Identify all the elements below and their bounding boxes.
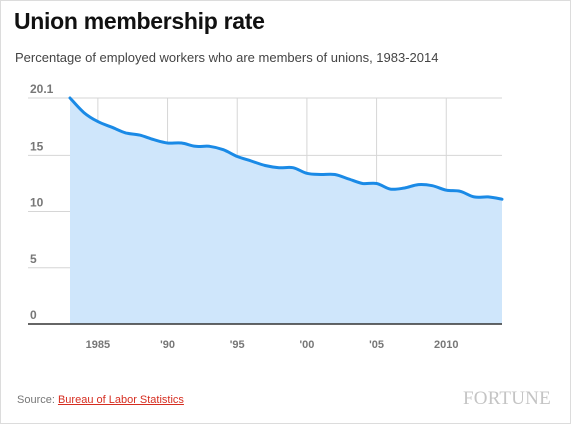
data-point	[69, 97, 71, 99]
source-prefix: Source:	[17, 394, 58, 406]
y-tick-label: 10	[30, 196, 44, 210]
y-tick-label: 20.1	[30, 82, 54, 96]
data-point	[236, 155, 238, 157]
data-point	[431, 185, 433, 187]
data-point	[222, 149, 224, 151]
data-point	[459, 190, 461, 192]
data-point	[375, 182, 377, 184]
line-layer	[68, 96, 504, 201]
x-tick-label: '90	[160, 339, 175, 351]
chart-title: Union membership rate	[14, 8, 265, 34]
y-tick-label: 15	[30, 139, 44, 153]
fortune-logo: FORTUNE	[463, 388, 551, 409]
data-point	[306, 172, 308, 174]
data-point	[208, 145, 210, 147]
data-point	[348, 178, 350, 180]
data-point	[97, 120, 99, 122]
data-point	[445, 189, 447, 191]
source-link[interactable]: Bureau of Labor Statistics	[57, 394, 184, 406]
x-tick-label: '00	[299, 339, 314, 351]
x-tick-label: '05	[369, 339, 384, 351]
data-point	[180, 142, 182, 144]
data-point	[264, 164, 266, 166]
x-tick-label: '95	[230, 339, 245, 351]
data-point	[501, 198, 503, 200]
y-tick-label: 5	[30, 252, 37, 266]
y-tick-label: 0	[30, 308, 37, 322]
label-layer: 20.1 15 10 5 0 1985 '90 '95 '00 '05 2010	[30, 82, 459, 351]
data-point	[320, 173, 322, 175]
x-tick-label: 1985	[86, 339, 110, 351]
data-point	[139, 134, 141, 136]
data-point	[417, 183, 419, 185]
data-point	[361, 182, 363, 184]
series-line	[68, 96, 504, 201]
data-point	[166, 142, 168, 144]
chart-subtitle: Percentage of employed workers who are m…	[15, 50, 439, 65]
data-point	[487, 196, 489, 198]
data-point	[111, 126, 113, 128]
source-note: Source: Bureau of Labor Statistics	[17, 394, 184, 406]
data-point	[250, 160, 252, 162]
series-area	[70, 98, 502, 324]
data-point	[194, 145, 196, 147]
data-point	[292, 167, 294, 169]
data-point	[152, 138, 154, 140]
data-point	[473, 196, 475, 198]
data-point	[334, 173, 336, 175]
data-point	[125, 132, 127, 134]
data-point	[278, 167, 280, 169]
data-point	[403, 187, 405, 189]
data-point	[389, 188, 391, 190]
data-point	[83, 111, 85, 113]
area-layer	[70, 98, 502, 324]
x-tick-label: 2010	[434, 339, 458, 351]
